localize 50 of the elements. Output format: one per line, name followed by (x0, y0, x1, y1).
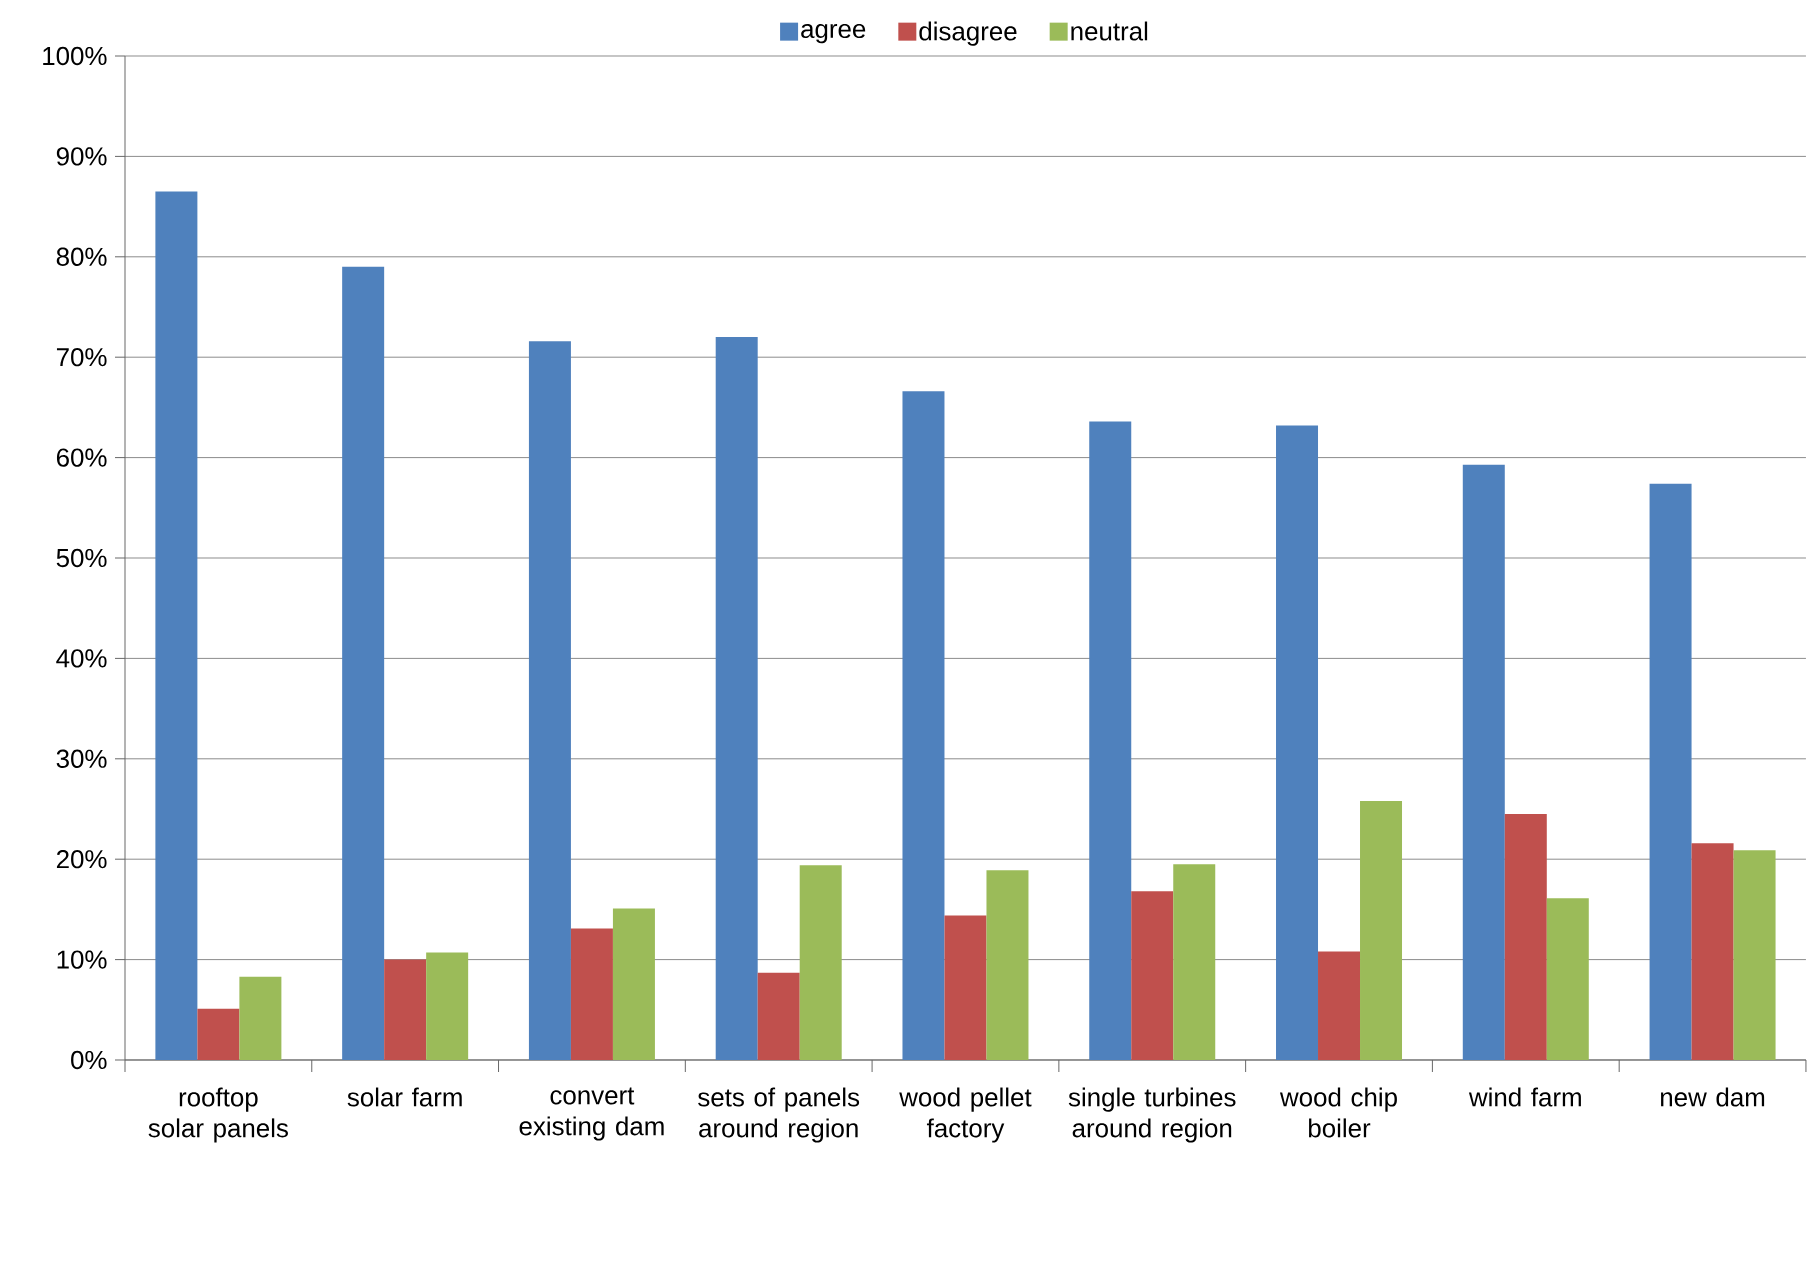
y-tick-label: 60% (56, 448, 107, 467)
bar (986, 870, 1029, 1060)
y-tick-label: 80% (56, 247, 107, 266)
x-tick-label: rooftop solar panels (148, 1087, 288, 1143)
bar (426, 952, 469, 1060)
legend-label: agree (801, 23, 866, 44)
y-tick-label: 30% (56, 749, 107, 768)
x-tick-label: sets of panels around region (698, 1087, 860, 1143)
bar (1131, 891, 1174, 1060)
y-tick-label: 20% (56, 850, 107, 869)
y-tick-label: 100% (43, 46, 107, 66)
bar (799, 865, 842, 1060)
x-tick-label: solar farm (347, 1087, 462, 1107)
bar (1318, 951, 1361, 1060)
bar (1546, 898, 1589, 1060)
bar (1360, 800, 1403, 1060)
bar (1462, 464, 1505, 1060)
bar (944, 915, 987, 1060)
bar (342, 266, 385, 1060)
bar (757, 972, 800, 1060)
bar (1173, 864, 1216, 1060)
bar (1504, 814, 1547, 1060)
x-tick-label: wood pellet factory (899, 1087, 1032, 1143)
bar (612, 908, 655, 1060)
legend-label: neutral (1071, 21, 1148, 41)
bar (1733, 850, 1776, 1060)
bar (715, 337, 758, 1060)
bar (197, 1008, 240, 1060)
y-tick-label: 70% (56, 348, 107, 367)
bar (1649, 483, 1692, 1060)
bar (239, 976, 282, 1060)
bar (902, 391, 945, 1060)
y-tick-label: 10% (57, 950, 107, 969)
x-tick-label: convert existing dam (519, 1087, 664, 1141)
y-tick-label: 90% (56, 147, 107, 166)
bar (570, 928, 613, 1060)
y-tick-label: 50% (56, 548, 107, 568)
bar (1276, 425, 1319, 1060)
bar (528, 341, 571, 1060)
x-tick-label: single turbines around region (1068, 1087, 1236, 1143)
bar (1691, 843, 1734, 1060)
bar (1089, 421, 1132, 1060)
x-tick-label: wind farm (1468, 1087, 1581, 1107)
x-tick-label: new dam (1661, 1087, 1765, 1107)
x-tick-label: wood chip boiler (1279, 1087, 1397, 1138)
legend-label: disagree (919, 21, 1017, 46)
bar (384, 959, 427, 1060)
y-tick-label: 40% (56, 649, 107, 668)
bar (155, 191, 198, 1060)
y-tick-label: 0% (71, 1050, 107, 1070)
